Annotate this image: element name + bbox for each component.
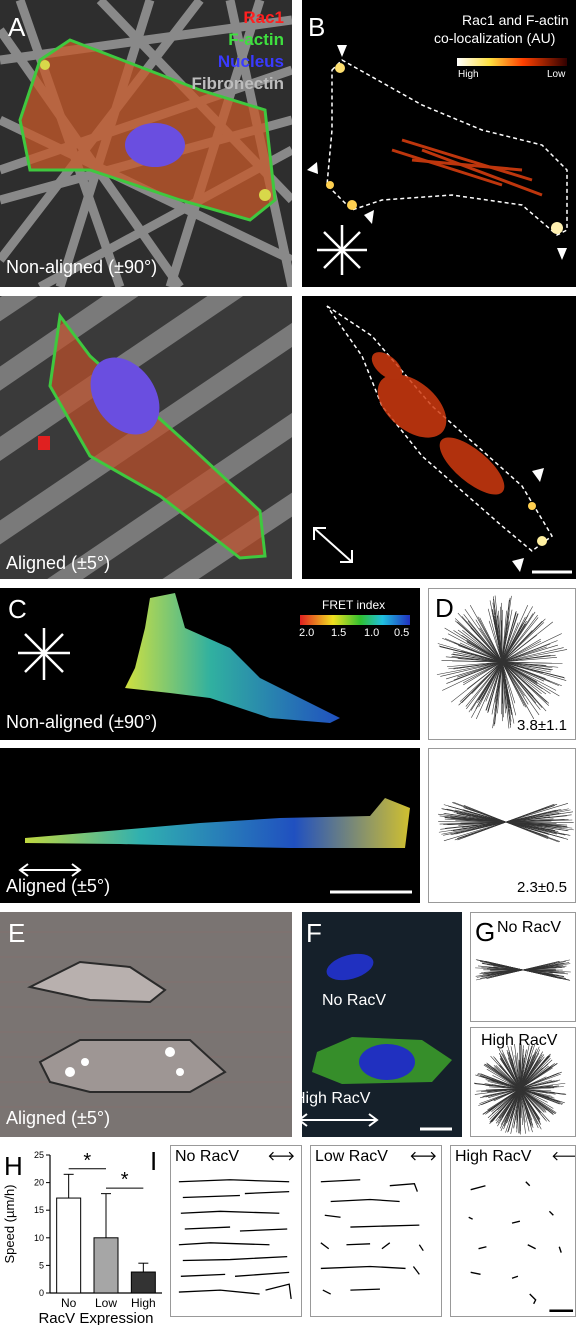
y-tick-label: 20: [34, 1178, 44, 1188]
panel-b-bottom: [302, 296, 576, 579]
g-label-no-racv: No RacV: [497, 919, 562, 936]
condition-label-nonaligned: Non-aligned (±90°): [6, 712, 158, 732]
f-label-high-racv: High RacV: [302, 1090, 371, 1107]
orientation-arrow-aligned: [302, 1113, 379, 1127]
panel-g-label: G: [475, 917, 496, 947]
panel-g-top: G No RacV: [470, 912, 576, 1022]
y-tick-label: 25: [34, 1150, 44, 1160]
colorbar-low-label: Low: [547, 69, 566, 80]
orientation-arrow-aligned: [18, 863, 82, 877]
d-value-bottom: 2.3±0.5: [517, 879, 567, 896]
g-label-high-racv: High RacV: [481, 1032, 558, 1049]
x-tick-label: Low: [95, 1296, 117, 1310]
panel-d-top: D 3.8±1.1: [428, 588, 576, 740]
panel-d-label: D: [435, 593, 454, 623]
phase-contrast-image: [0, 931, 292, 1108]
panel-f-label: F: [306, 918, 322, 948]
colorbar-high-label: High: [458, 69, 479, 80]
fibronectin-fibers-aligned: [0, 296, 292, 579]
y-tick-label: 0: [39, 1288, 44, 1298]
fret-tick-2: 1.5: [331, 627, 347, 639]
f-label-no-racv: No RacV: [322, 992, 387, 1009]
orientation-line: [463, 806, 549, 839]
orientation-rose-high-racv: [473, 1043, 567, 1135]
orientation-line: [477, 616, 527, 708]
i-label-low-racv: Low RacV: [315, 1148, 388, 1165]
panel-a-top: A Rac1 F-actin Nucleus Fibronectin Non-a…: [0, 0, 292, 287]
orientation-line: [485, 1085, 555, 1093]
condition-label-aligned: Aligned (±5°): [6, 553, 111, 573]
d-value-top: 3.8±1.1: [517, 717, 567, 734]
cell-tracks-no-racv: [178, 1151, 294, 1300]
panel-b-top: B Rac1 and F-actin co-localization (AU) …: [302, 0, 576, 287]
fret-tick-3: 1.0: [364, 627, 380, 639]
significance-star: *: [83, 1150, 91, 1172]
panel-i-high-racv: High RacV: [450, 1145, 576, 1317]
x-tick-label: High: [131, 1296, 156, 1310]
panel-e: E Aligned (±5°): [0, 912, 292, 1137]
orientation-line: [482, 963, 564, 977]
orientation-rose-random: [436, 595, 568, 729]
x-tick-label: No: [61, 1296, 77, 1310]
legend-nucleus: Nucleus: [217, 52, 284, 71]
legend-rac1: Rac1: [243, 8, 284, 27]
fret-map-nonaligned: [18, 593, 410, 723]
panel-e-label: E: [8, 918, 26, 948]
significance-star: *: [121, 1169, 129, 1191]
panel-c-bottom: Aligned (±5°): [0, 748, 420, 903]
colocalization-map-aligned: [313, 305, 572, 574]
bar: [56, 1197, 82, 1294]
panel-h: H 0 5 10 15 20 25 Speed (µm/h) No Low High RacV Ex…: [0, 1143, 168, 1325]
y-tick-label: 10: [34, 1233, 44, 1243]
panel-d-bottom: 2.3±0.5: [428, 748, 576, 903]
cell-tracks-low-racv: [320, 1151, 436, 1295]
orientation-arrow-aligned: [313, 527, 353, 563]
colocalization-map-nonaligned: [307, 45, 568, 275]
orientation-arrows-random: [317, 225, 367, 275]
panel-a-label: A: [8, 12, 26, 42]
legend-fibronectin: Fibronectin: [191, 74, 284, 93]
orientation-arrow-aligned: [268, 1151, 294, 1161]
fibronectin-fibers-random: [0, 0, 292, 287]
panel-i-no-racv: No RacV: [170, 1145, 302, 1317]
panel-f: F No RacV High RacV: [302, 912, 462, 1137]
bar: [93, 1237, 119, 1294]
orientation-rose-aligned: [438, 801, 574, 843]
panel-i-low-racv: Low RacV: [310, 1145, 442, 1317]
fret-map-aligned: [18, 798, 412, 894]
fret-tick-1: 2.0: [299, 627, 315, 639]
y-tick-label: 15: [34, 1205, 44, 1215]
i-label-high-racv: High RacV: [455, 1148, 532, 1165]
panel-a-bottom: Aligned (±5°): [0, 296, 292, 579]
condition-label-aligned: Aligned (±5°): [6, 1108, 111, 1128]
condition-label-aligned: Aligned (±5°): [6, 876, 111, 896]
orientation-arrow-aligned: [552, 1151, 575, 1161]
orientation-arrows-random: [18, 628, 70, 680]
fret-colorbar-title: FRET index: [322, 598, 386, 612]
legend-factin: F-actin: [228, 30, 284, 49]
cell-tracks-high-racv: [468, 1151, 575, 1312]
panel-b-label: B: [308, 12, 326, 42]
x-axis-label: RacV Expression: [38, 1310, 153, 1325]
y-axis-label: Speed (µm/h): [2, 1184, 17, 1263]
panel-i-label: I: [150, 1146, 158, 1176]
panel-g-bottom: High RacV: [470, 1027, 576, 1137]
i-label-no-racv: No RacV: [175, 1148, 240, 1165]
condition-label-nonaligned: Non-aligned (±90°): [6, 257, 158, 277]
panel-h-label: H: [4, 1151, 23, 1181]
fret-tick-4: 0.5: [394, 627, 410, 639]
orientation-rose-no-racv: [475, 959, 571, 981]
y-tick-label: 5: [39, 1260, 44, 1270]
colorbar-title-2: co-localization (AU): [434, 30, 556, 46]
orientation-arrow-aligned: [410, 1151, 436, 1161]
panel-c-top: C FRET index 2.0 1.5 1.0 0.5 Non-aligned…: [0, 588, 420, 740]
colorbar-title-1: Rac1 and F-actin: [462, 12, 569, 28]
panel-c-label: C: [8, 594, 27, 624]
fluorescence-image: [302, 953, 452, 1131]
bar: [130, 1271, 156, 1294]
